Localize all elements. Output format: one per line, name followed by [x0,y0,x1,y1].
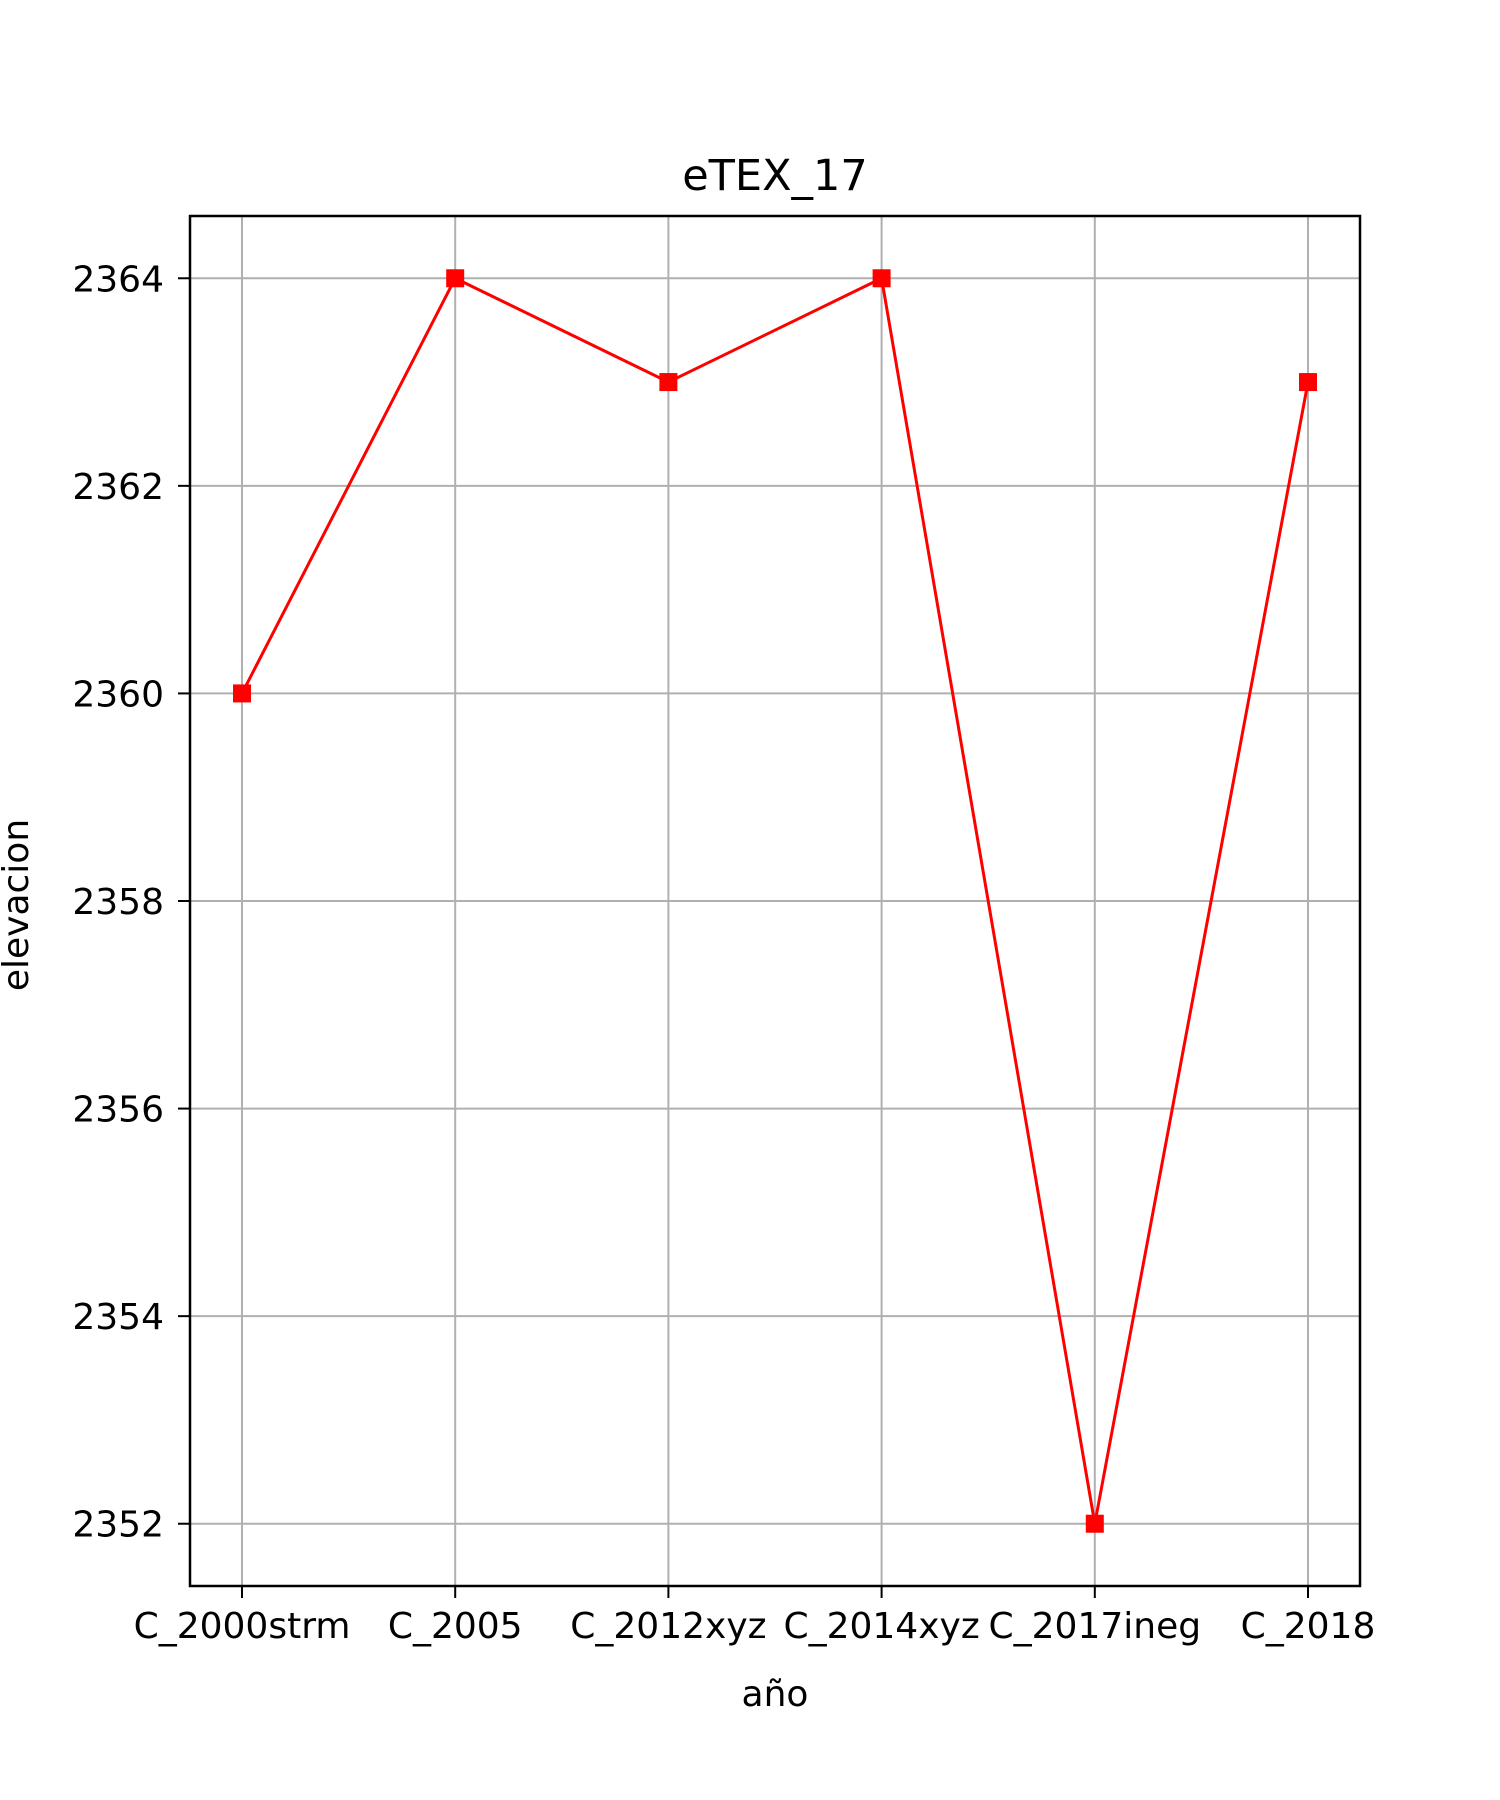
data-point-marker [872,269,891,288]
x-tick-label: C_2014xyz [783,1606,979,1647]
x-tick-label: C_2017ineg [989,1606,1202,1647]
y-tick-label: 2352 [72,1505,164,1546]
series-group [233,269,1317,1533]
x-axis-ticks: C_2000strm C_2005 C_2012xyz C_2014xyz C_2017… [134,1586,1376,1647]
data-point-marker [1085,1514,1104,1533]
x-tick-label: C_2000strm [134,1606,351,1647]
data-point-marker [446,269,465,288]
y-tick-label: 2360 [72,674,164,715]
y-tick-label: 2358 [72,882,164,923]
data-point-marker [1299,373,1317,392]
y-tick-label: 2356 [72,1090,164,1131]
y-tick-label: 2354 [72,1297,164,1338]
y-gridlines [190,277,1360,1525]
chart-title: eTEX_17 [682,151,868,201]
x-axis-label: año [742,1674,809,1715]
y-tick-label: 2362 [72,467,164,508]
data-point-marker [233,684,251,703]
y-tick-label: 2364 [72,259,164,300]
y-axis-ticks: 2352 2354 2356 2358 2360 2362 2364 [72,259,190,1546]
x-tick-label: C_2005 [388,1606,523,1647]
series-line [240,276,1310,1526]
x-tick-label: C_2018 [1241,1606,1376,1647]
data-point-marker [659,373,678,392]
y-axis-label: elevacion [0,819,37,991]
x-tick-label: C_2012xyz [570,1606,766,1647]
